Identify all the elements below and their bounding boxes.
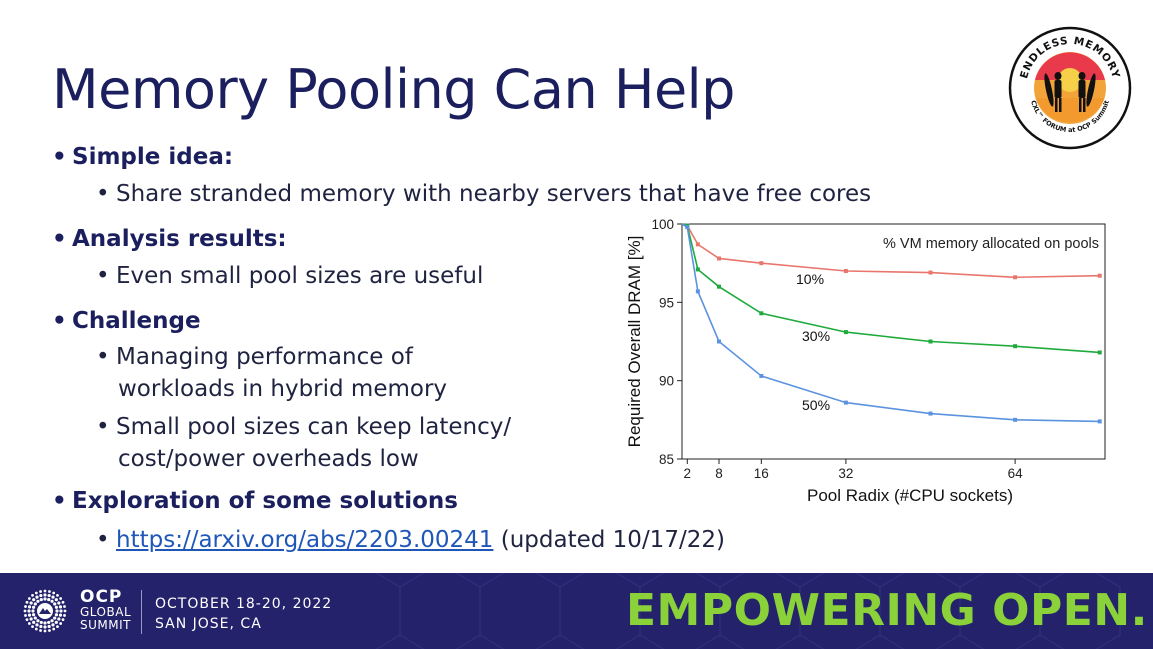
x-tick-label: 64: [1008, 466, 1024, 481]
data-point: [759, 311, 764, 316]
data-point: [1097, 419, 1102, 424]
series-line-50pct: [681, 223, 1100, 423]
footer-hex-pattern: [375, 573, 1121, 649]
ocp-brand-line3: SUMMIT: [80, 618, 131, 632]
data-point: [1013, 275, 1018, 280]
slogan: EMPOWERING OPEN.: [626, 585, 1148, 636]
ocp-summit-icon: [23, 589, 67, 633]
dram-vs-pool-radix-chart: Required Overall DRAM [%] Pool Radix (#C…: [625, 217, 1106, 505]
data-point: [928, 339, 933, 344]
series-label: 10%: [796, 271, 824, 287]
data-point: [695, 267, 700, 272]
bullet-analysis-results: • Analysis results:: [52, 226, 287, 252]
data-point: [843, 400, 848, 405]
y-axis-label: Required Overall DRAM [%]: [625, 236, 644, 448]
x-tick-label: 16: [754, 466, 769, 481]
data-point: [1097, 350, 1102, 355]
data-point: [843, 330, 848, 335]
footer-divider: [141, 590, 142, 634]
data-point: [1013, 344, 1018, 349]
bullet-simple-idea: • Simple idea:: [52, 144, 234, 170]
event-info: OCTOBER 18-20, 2022 SAN JOSE, CA: [155, 594, 332, 634]
footer-bar: [0, 573, 1153, 649]
ocp-brand-line2: GLOBAL: [80, 605, 132, 619]
sub-bullet-share-memory: • Share stranded memory with nearby serve…: [96, 181, 872, 207]
data-point: [928, 270, 933, 275]
series-label: 30%: [802, 328, 830, 344]
data-point: [1013, 417, 1018, 422]
y-tick-label: 85: [659, 452, 674, 467]
sub-bullet-latency: • Small pool sizes can keep latency/: [96, 414, 512, 440]
data-point: [717, 339, 722, 344]
bullet-challenge: • Challenge: [52, 308, 201, 334]
x-axis-label: Pool Radix (#CPU sockets): [807, 486, 1013, 505]
endless-memory-logo: ENDLESS MEMORY CXL™ FORUM at OCP Summit: [1008, 26, 1132, 150]
y-tick-label: 100: [651, 217, 674, 232]
data-point: [685, 225, 690, 230]
x-tick-label: 32: [838, 466, 853, 481]
slide-title: Memory Pooling Can Help: [52, 58, 735, 121]
data-point: [928, 411, 933, 416]
legend-title: % VM memory allocated on pools: [883, 236, 1099, 252]
data-point: [717, 284, 722, 289]
sub-bullet-managing-performance-cont: workloads in hybrid memory: [118, 376, 448, 402]
sub-bullet-small-pools: • Even small pool sizes are useful: [96, 263, 484, 289]
plot-area: [681, 223, 1106, 460]
series-label: 50%: [802, 397, 830, 413]
data-point: [695, 289, 700, 294]
data-point: [1097, 273, 1102, 278]
data-point: [759, 373, 764, 378]
data-point: [695, 242, 700, 247]
sub-bullet-managing-performance: • Managing performance of: [96, 344, 413, 370]
data-point: [759, 261, 764, 266]
y-tick-label: 95: [659, 295, 674, 310]
data-point: [843, 269, 848, 273]
x-tick-label: 8: [715, 466, 723, 481]
event-date: OCTOBER 18-20, 2022: [155, 596, 333, 612]
sub-bullet-arxiv: • https://arxiv.org/abs/2203.00241 (updat…: [96, 527, 725, 553]
arxiv-link[interactable]: https://arxiv.org/abs/2203.00241: [116, 527, 494, 553]
ocp-brand: OCP GLOBAL SUMMIT: [80, 588, 131, 632]
event-place: SAN JOSE, CA: [155, 616, 262, 632]
data-point: [717, 256, 722, 261]
bullet-exploration: • Exploration of some solutions: [52, 488, 458, 514]
sub-bullet-latency-cont: cost/power overheads low: [118, 446, 419, 472]
x-tick-label: 2: [684, 466, 692, 481]
ocp-brand-big: OCP: [80, 587, 123, 607]
y-tick-label: 90: [659, 374, 674, 389]
